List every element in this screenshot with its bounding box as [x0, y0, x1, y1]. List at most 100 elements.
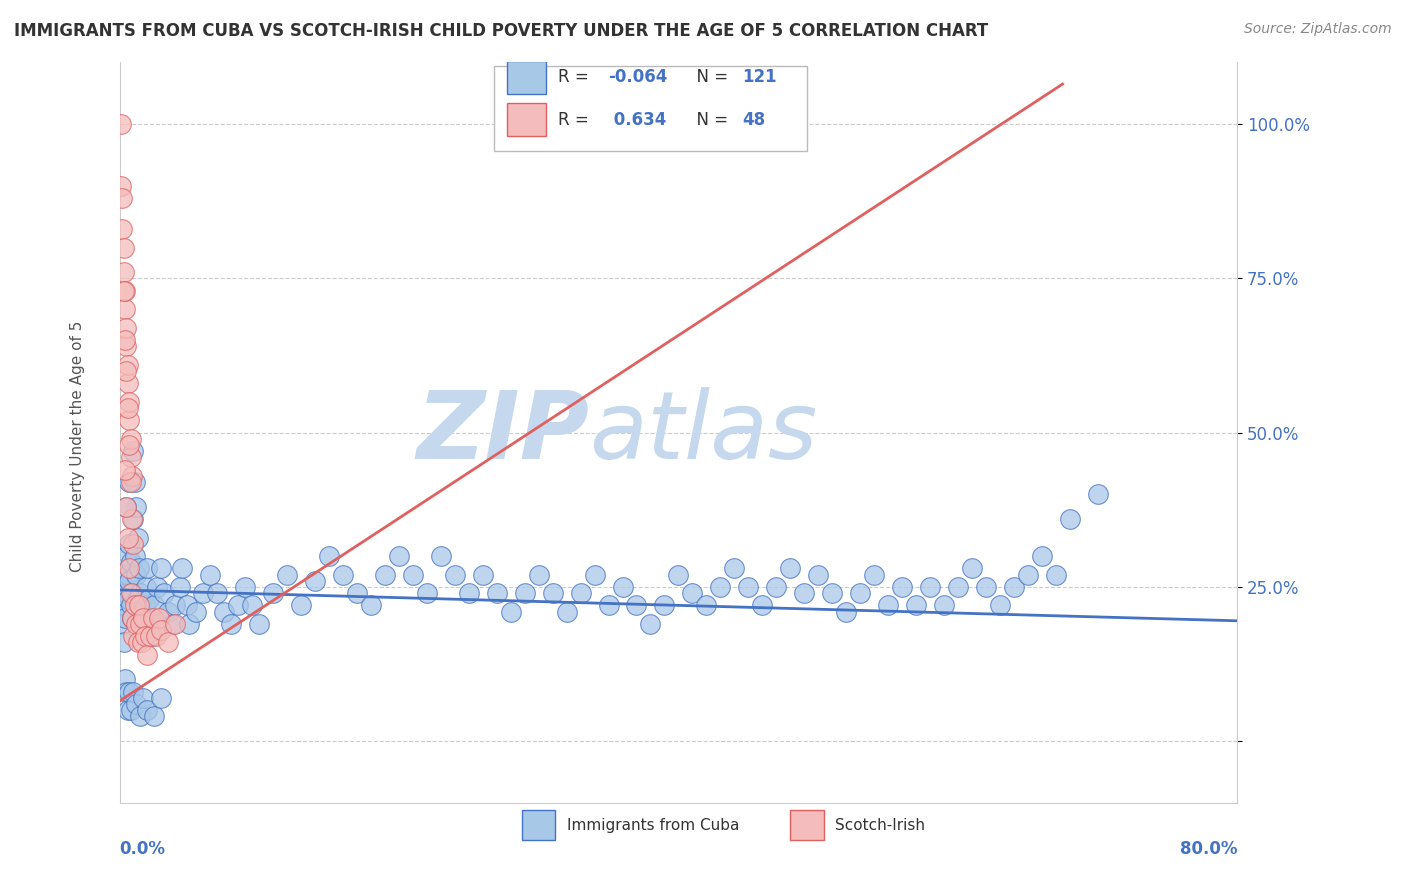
Point: [115, 549, 138, 563]
Point: [1059, 512, 1081, 526]
Point: [918, 580, 941, 594]
Point: [120, 703, 142, 717]
Point: [124, 475, 146, 489]
Text: N =: N =: [686, 69, 734, 87]
Point: [117, 592, 139, 607]
Point: [1031, 549, 1053, 563]
Point: [904, 599, 927, 613]
Point: [946, 580, 969, 594]
Point: [1045, 567, 1067, 582]
Point: [485, 586, 508, 600]
Point: [165, 599, 187, 613]
Point: [128, 561, 150, 575]
Point: [807, 567, 830, 582]
Point: [114, 284, 136, 298]
Point: [117, 401, 139, 415]
Point: [583, 567, 606, 582]
Point: [110, 178, 132, 193]
Point: [668, 567, 690, 582]
Point: [207, 586, 229, 600]
Point: [179, 616, 201, 631]
Text: Source: ZipAtlas.com: Source: ZipAtlas.com: [1244, 22, 1392, 37]
Point: [115, 500, 138, 514]
Point: [681, 586, 703, 600]
Point: [186, 605, 208, 619]
Text: 0.0%: 0.0%: [120, 840, 166, 858]
Point: [150, 623, 173, 637]
Point: [141, 629, 163, 643]
Point: [112, 265, 135, 279]
Point: [142, 611, 165, 625]
Point: [145, 629, 167, 643]
Point: [136, 703, 159, 717]
Text: R =: R =: [558, 111, 593, 128]
Point: [226, 599, 249, 613]
Point: [751, 599, 773, 613]
Point: [779, 561, 801, 575]
Point: [117, 567, 139, 582]
Point: [318, 549, 340, 563]
Point: [125, 567, 148, 582]
Point: [200, 567, 222, 582]
Point: [148, 611, 170, 625]
Point: [124, 549, 146, 563]
Point: [118, 413, 141, 427]
Point: [117, 376, 139, 391]
Text: 48: 48: [742, 111, 765, 128]
Point: [793, 586, 815, 600]
Point: [332, 567, 354, 582]
Point: [233, 580, 256, 594]
Text: 80.0%: 80.0%: [1180, 840, 1237, 858]
Point: [165, 616, 187, 631]
Point: [247, 616, 270, 631]
Point: [117, 531, 139, 545]
Point: [125, 616, 148, 631]
Text: Immigrants from Cuba: Immigrants from Cuba: [567, 817, 740, 832]
Point: [127, 635, 149, 649]
Point: [118, 561, 141, 575]
Point: [120, 450, 142, 465]
Point: [115, 500, 138, 514]
Point: [569, 586, 592, 600]
Point: [125, 697, 148, 711]
Point: [304, 574, 326, 588]
Text: -0.064: -0.064: [607, 69, 668, 87]
Point: [118, 394, 141, 409]
Point: [153, 586, 176, 600]
Point: [125, 500, 148, 514]
Point: [1087, 487, 1109, 501]
Point: [193, 586, 215, 600]
Point: [471, 567, 494, 582]
Point: [121, 611, 143, 625]
Point: [122, 685, 145, 699]
Point: [346, 586, 368, 600]
Point: [849, 586, 872, 600]
Point: [1002, 580, 1025, 594]
Point: [835, 605, 858, 619]
FancyBboxPatch shape: [522, 810, 555, 840]
Point: [290, 599, 312, 613]
Point: [117, 703, 139, 717]
Point: [117, 358, 139, 372]
Point: [374, 567, 396, 582]
Point: [118, 685, 141, 699]
Point: [114, 462, 136, 476]
Point: [136, 648, 159, 662]
Point: [988, 599, 1011, 613]
Point: [157, 605, 180, 619]
Point: [121, 512, 143, 526]
Point: [118, 574, 141, 588]
Point: [111, 222, 134, 236]
Point: [112, 284, 135, 298]
Text: ZIP: ZIP: [416, 386, 589, 479]
Point: [120, 555, 142, 569]
Point: [169, 580, 191, 594]
Point: [176, 599, 198, 613]
Point: [136, 561, 159, 575]
Point: [118, 536, 141, 550]
Point: [499, 605, 522, 619]
Point: [172, 561, 194, 575]
Point: [276, 567, 298, 582]
Point: [110, 605, 132, 619]
Point: [612, 580, 634, 594]
